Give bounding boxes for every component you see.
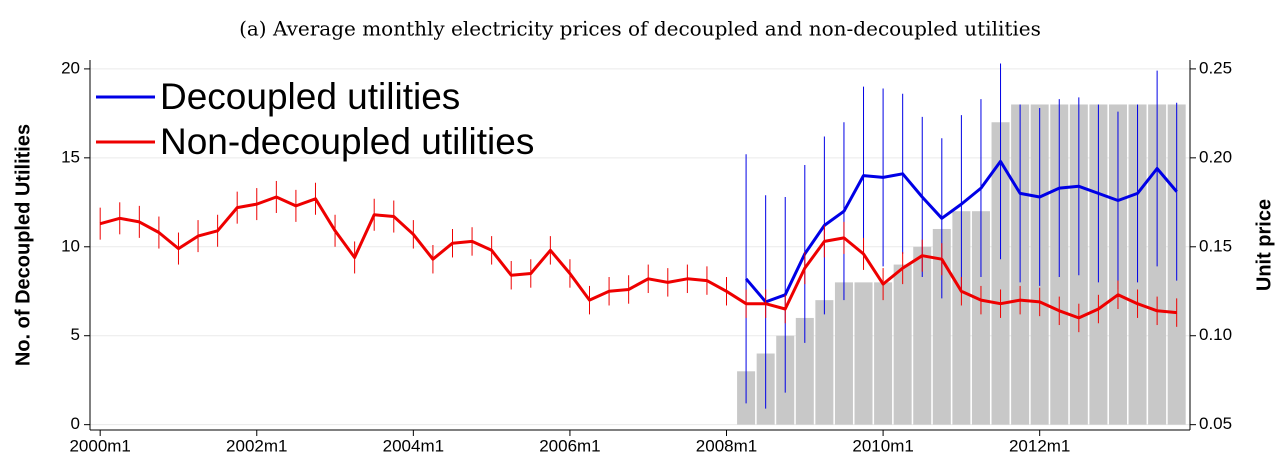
y-tick-label: 20	[61, 58, 80, 77]
y-axis-title: No. of Decoupled Utilities	[12, 124, 34, 366]
bar	[874, 282, 893, 425]
y2-tick-label: 0.25	[1199, 58, 1232, 77]
bar	[834, 282, 853, 425]
x-tick-label: 2004m1	[383, 436, 444, 455]
bar	[795, 317, 814, 425]
y2-tick-label: 0.15	[1199, 236, 1232, 255]
y2-tick-label: 0.05	[1199, 414, 1232, 433]
y2-tick-label: 0.10	[1199, 325, 1232, 344]
y-tick-label: 5	[71, 325, 80, 344]
bar	[815, 300, 834, 425]
chart-title: (a) Average monthly electricity prices o…	[239, 17, 1041, 41]
x-tick-label: 2008m1	[696, 436, 757, 455]
x-tick-label: 2012m1	[1009, 436, 1070, 455]
y2-tick-label: 0.20	[1199, 147, 1232, 166]
line	[744, 159, 1178, 304]
x-tick-label: 2002m1	[226, 436, 287, 455]
y-tick-label: 10	[61, 236, 80, 255]
x-tick-label: 2010m1	[852, 436, 913, 455]
bar	[893, 264, 912, 425]
y-tick-label: 15	[61, 147, 80, 166]
bar	[952, 211, 971, 425]
x-tick-label: 2006m1	[539, 436, 600, 455]
bar	[991, 122, 1010, 425]
bar	[913, 246, 932, 425]
y2-axis-title: Unit price	[1253, 199, 1275, 291]
line	[99, 195, 1177, 320]
bar	[971, 211, 990, 425]
legend-label: Non-decoupled utilities	[160, 121, 534, 162]
legend-label: Decoupled utilities	[160, 76, 460, 117]
bar	[854, 282, 873, 425]
x-tick-label: 2000m1	[69, 436, 130, 455]
bar	[932, 228, 951, 425]
y-tick-label: 0	[71, 414, 80, 433]
